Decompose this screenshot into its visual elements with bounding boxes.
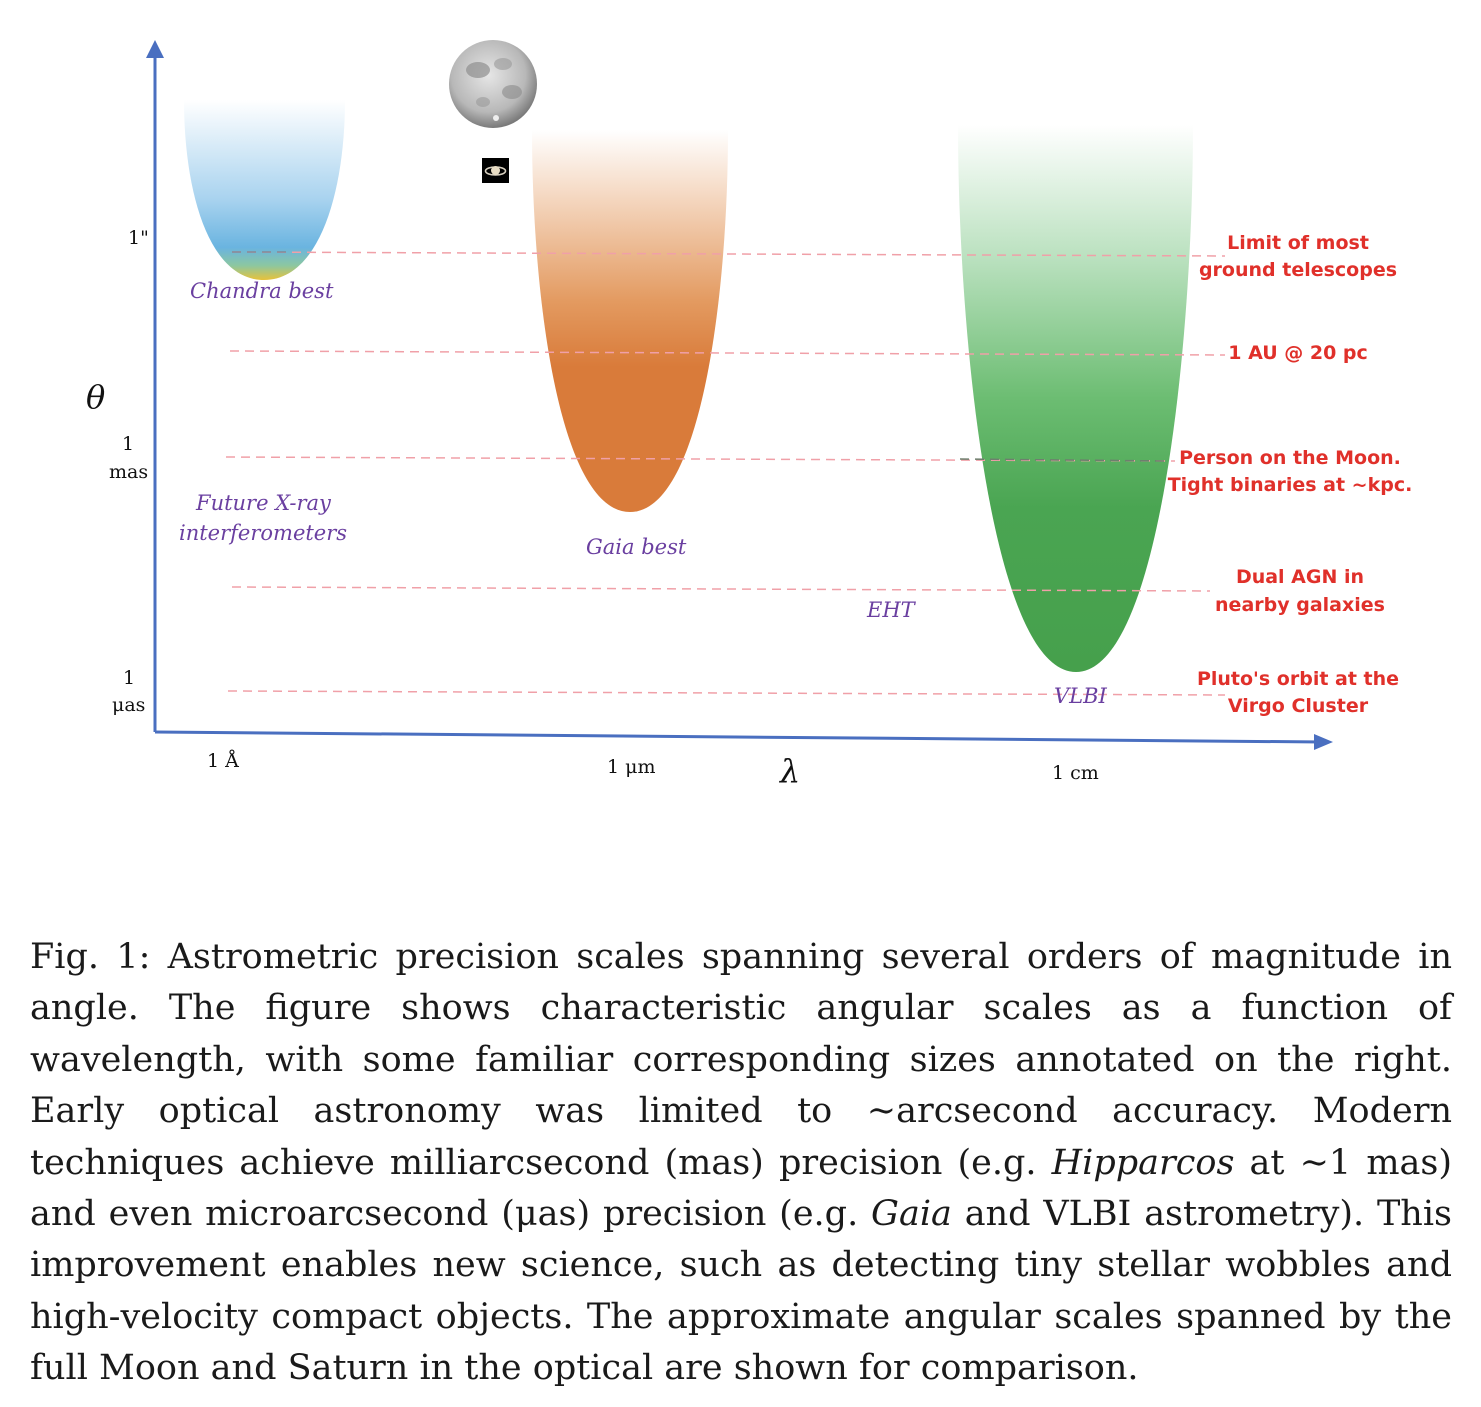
x-axis-arrowhead	[1314, 734, 1333, 750]
annotation-ground-limit-1: Limit of most	[1227, 232, 1369, 254]
annotation-ground-limit-2: ground telescopes	[1199, 259, 1397, 281]
chandra-region	[184, 100, 345, 280]
caption-text-2: at ∼1 mas) and even microarcsecond (μas)…	[30, 1142, 1452, 1235]
annotation-moon-person-2: Tight binaries at ~kpc.	[1168, 474, 1413, 496]
eht-label: EHT	[866, 598, 917, 622]
annotation-1au: 1 AU @ 20 pc	[1228, 342, 1368, 364]
caption-italic-gaia: Gaia	[871, 1194, 952, 1235]
y-axis-arrowhead	[146, 40, 164, 58]
annotation-pluto-2: Virgo Cluster	[1228, 695, 1369, 717]
guide-line-1au	[229, 350, 1226, 356]
annotation-agn-1: Dual AGN in	[1236, 566, 1364, 588]
guide-line-arcsec	[231, 251, 1226, 257]
vlbi-region	[958, 125, 1193, 672]
chandra-best-label: Chandra best	[190, 279, 334, 303]
guide-line-agn	[231, 586, 1211, 592]
vlbi-label: VLBI	[1054, 684, 1108, 708]
axes	[153, 50, 1323, 744]
y-tick-mas-1: 1	[122, 433, 134, 455]
guide-lines	[225, 251, 1226, 696]
y-tick-muas-2: μas	[112, 694, 145, 716]
x-axis-line	[154, 730, 1323, 744]
y-tick-muas-1: 1	[123, 667, 135, 689]
x-tick-micron: 1 μm	[607, 756, 656, 778]
guide-line-moon-person	[225, 456, 1176, 462]
moon-icon	[449, 40, 537, 128]
guide-line-dark-segment	[959, 458, 1171, 462]
x-tick-angstrom: 1 Å	[207, 750, 239, 772]
annotation-pluto-1: Pluto's orbit at the	[1197, 668, 1399, 690]
caption-italic-hipparcos: Hipparcos	[1051, 1142, 1235, 1183]
gaia-best-label: Gaia best	[586, 535, 687, 559]
y-axis-symbol: θ	[86, 378, 105, 416]
y-tick-arcsec: 1"	[128, 227, 149, 249]
x-axis-symbol: λ	[778, 752, 800, 790]
guide-line-pluto	[227, 690, 1226, 696]
y-tick-mas-2: mas	[109, 461, 148, 483]
annotation-moon-person-1: Person on the Moon.	[1179, 447, 1401, 469]
figure-caption: Fig. 1: Astrometric precision scales spa…	[30, 932, 1452, 1395]
caption-text-3: and VLBI astrometry). This improvement e…	[30, 1194, 1452, 1389]
gaia-region	[532, 130, 728, 512]
future-xray-label-2: interferometers	[179, 521, 347, 545]
astrometry-figure: θ λ 1" 1 mas 1 μas 1 Å 1 μm 1 cm Chandra…	[86, 40, 1413, 790]
future-xray-label-1: Future X-ray	[195, 491, 332, 515]
x-tick-cm: 1 cm	[1052, 762, 1099, 784]
annotation-agn-2: nearby galaxies	[1215, 594, 1385, 616]
caption-text-1: Fig. 1: Astrometric precision scales spa…	[30, 937, 1452, 1183]
saturn-icon	[482, 158, 509, 183]
